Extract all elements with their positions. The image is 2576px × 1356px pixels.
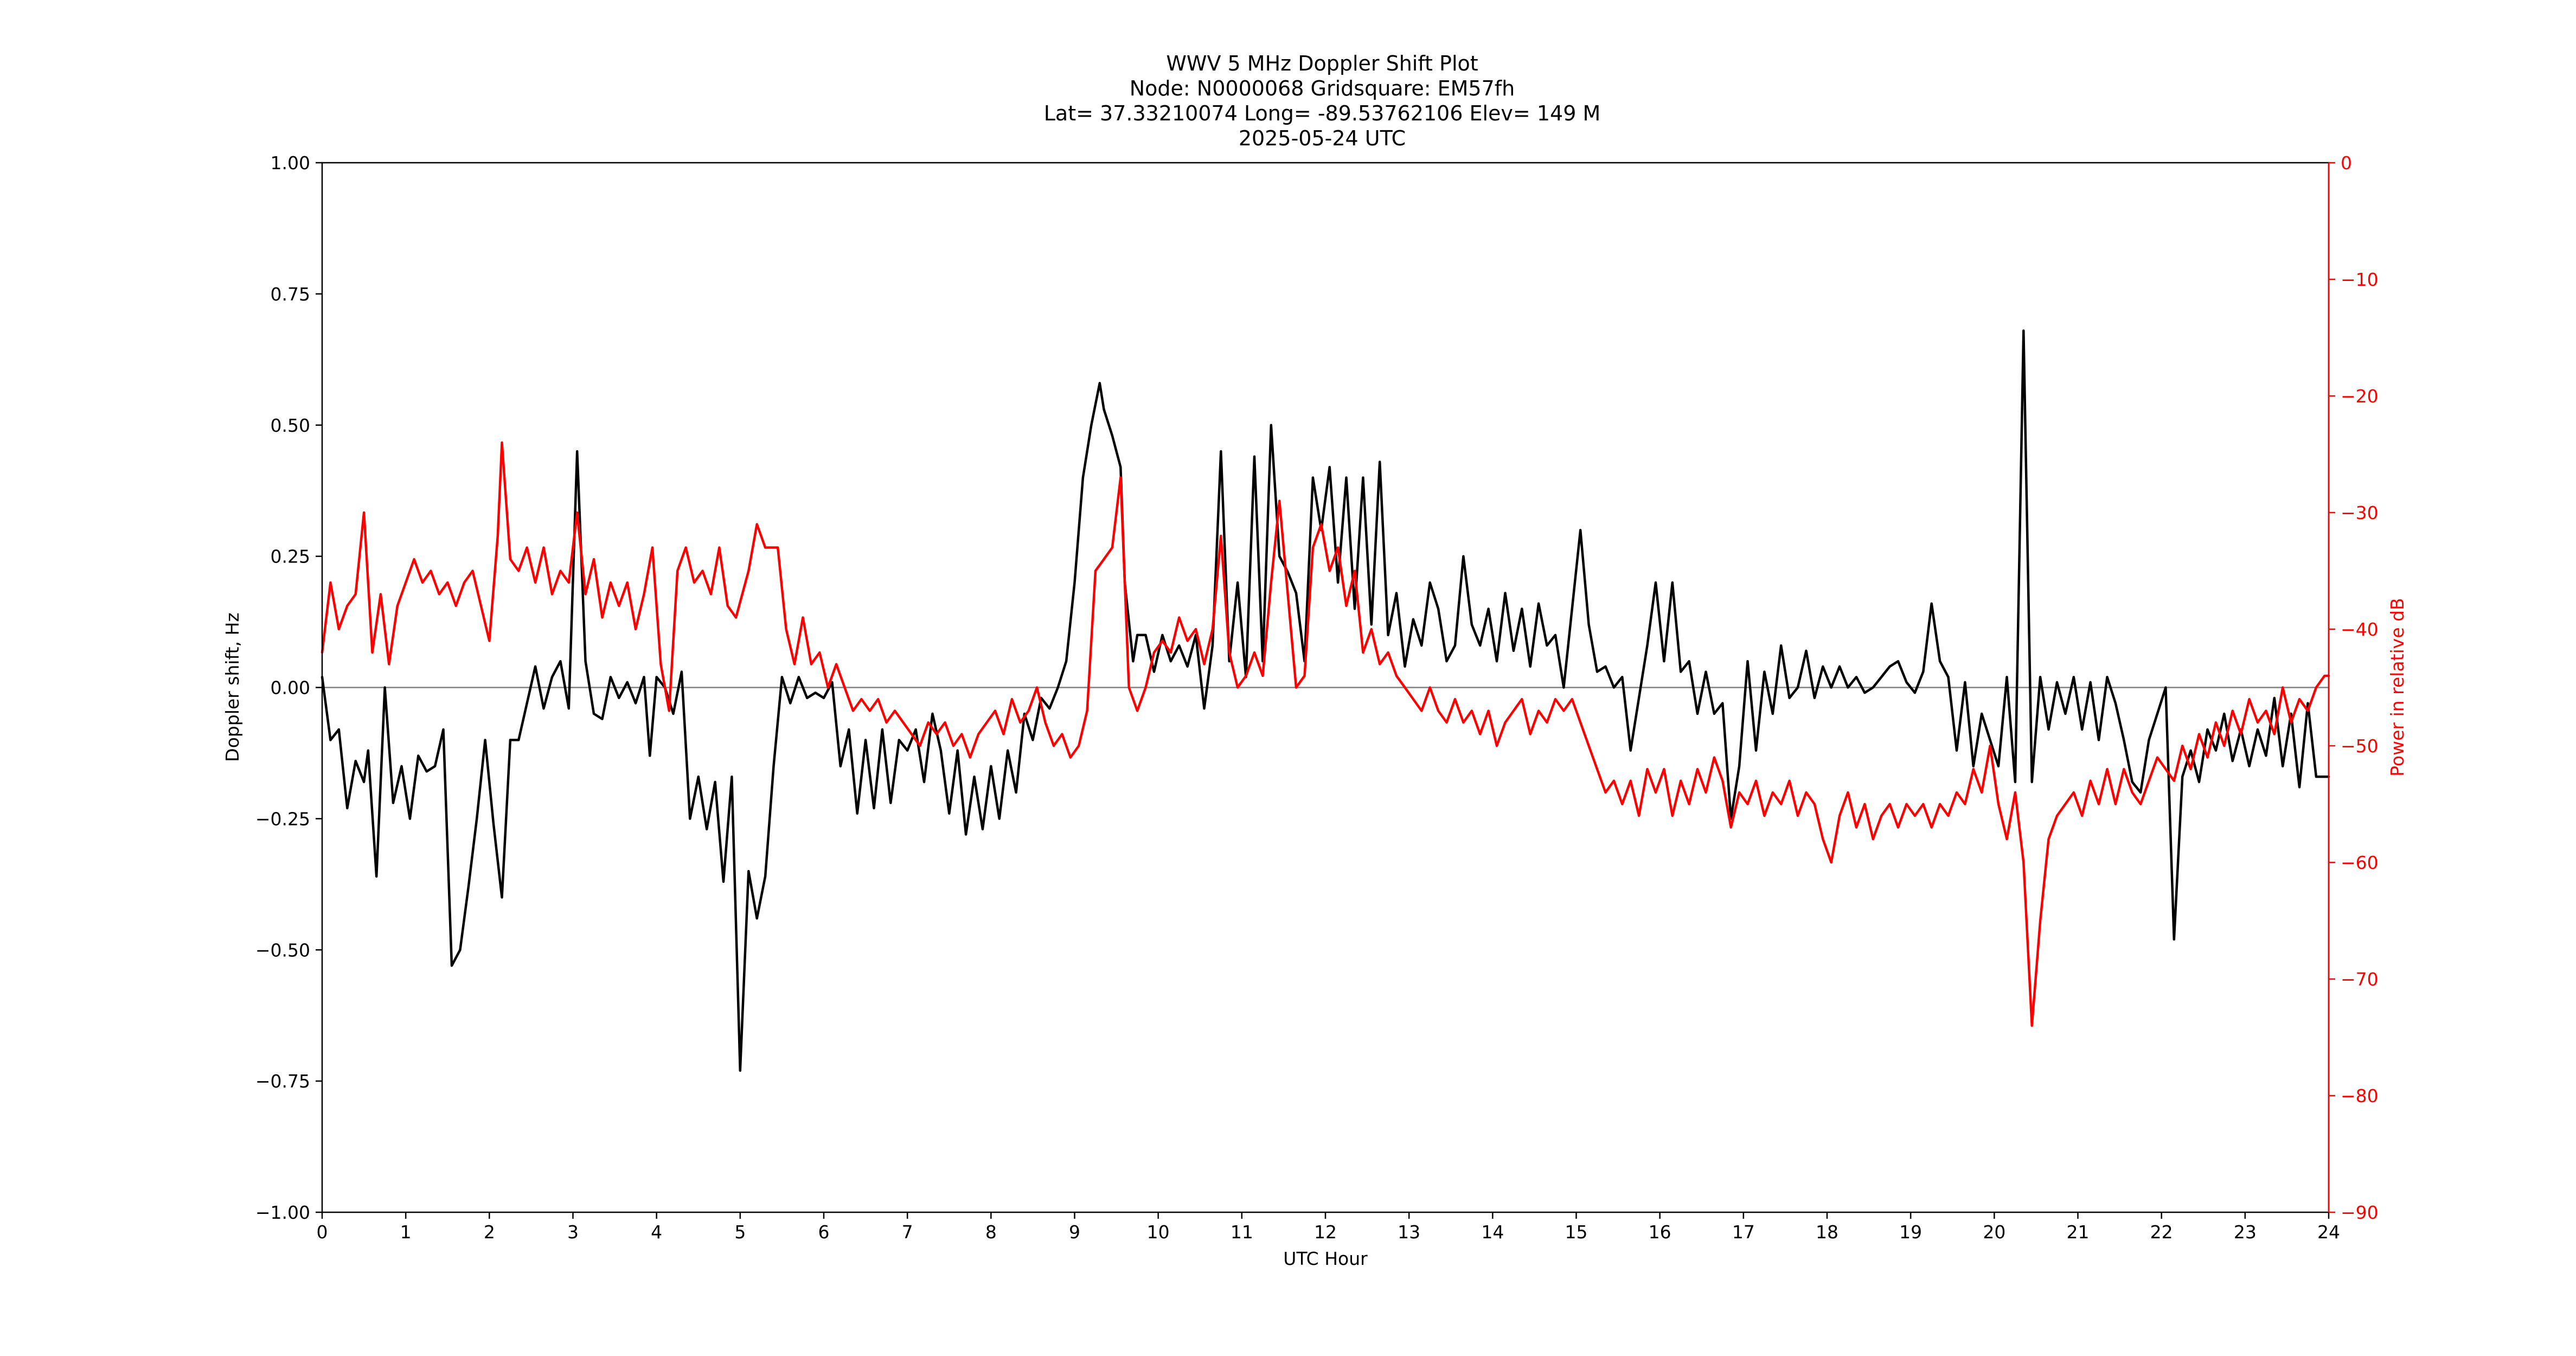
x-tick-label: 1 (400, 1221, 412, 1243)
right-y-tick-label: −80 (2341, 1085, 2379, 1106)
left-y-tick-label: −0.75 (255, 1071, 310, 1092)
x-tick-label: 17 (1732, 1221, 1755, 1243)
x-tick-label: 0 (317, 1221, 328, 1243)
right-y-tick-label: −10 (2341, 269, 2379, 290)
left-y-axis-ticks: 1.00 0.75 0.50 0.25 0.00 −0.25 −0.50 −0.75 −1.00 (255, 152, 322, 1223)
x-tick-label: 8 (985, 1221, 997, 1243)
right-y-tick-label: −50 (2341, 735, 2379, 757)
right-y-tick-label: −90 (2341, 1202, 2379, 1223)
x-tick-label: 3 (567, 1221, 579, 1243)
left-y-tick-label: −0.50 (255, 939, 310, 961)
right-y-tick-label: −60 (2341, 852, 2379, 873)
right-y-tick-label: 0 (2341, 152, 2352, 174)
x-tick-label: 19 (1899, 1221, 1922, 1243)
right-y-tick-label: −30 (2341, 502, 2379, 523)
right-y-tick-label: −20 (2341, 386, 2379, 407)
x-tick-label: 18 (1816, 1221, 1838, 1243)
right-y-tick-label: −40 (2341, 619, 2379, 640)
x-tick-label: 9 (1069, 1221, 1080, 1243)
left-y-tick-label: 0.00 (271, 677, 310, 699)
chart-title-line-1: WWV 5 MHz Doppler Shift Plot (1166, 52, 1478, 75)
x-tick-label: 20 (1983, 1221, 2005, 1243)
power-series-line (321, 441, 2330, 1027)
x-tick-label: 4 (651, 1221, 662, 1243)
left-y-tick-label: 0.75 (271, 284, 310, 305)
left-y-tick-label: −0.25 (255, 808, 310, 829)
x-tick-label: 7 (902, 1221, 913, 1243)
left-y-axis-label: Doppler shift, Hz (222, 612, 243, 762)
x-tick-label: 6 (818, 1221, 830, 1243)
x-tick-label: 12 (1314, 1221, 1337, 1243)
x-tick-label: 10 (1147, 1221, 1170, 1243)
right-y-axis-ticks: 0 −10 −20 −30 −40 −50 −60 −70 −80 −90 (2328, 152, 2379, 1223)
left-y-tick-label: 0.50 (271, 415, 310, 436)
x-axis-label: UTC Hour (1283, 1248, 1368, 1269)
x-tick-label: 21 (2067, 1221, 2090, 1243)
chart-title-line-4: 2025-05-24 UTC (1239, 126, 1406, 150)
chart-title-line-3: Lat= 37.33210074 Long= -89.53762106 Elev… (1044, 101, 1600, 125)
chart-title-line-2: Node: N0000068 Gridsquare: EM57fh (1130, 76, 1515, 100)
x-tick-label: 24 (2317, 1221, 2340, 1243)
x-tick-label: 13 (1398, 1221, 1420, 1243)
left-y-tick-label: 0.25 (271, 546, 310, 567)
series-layer (321, 329, 2330, 1072)
x-tick-label: 5 (734, 1221, 746, 1243)
x-tick-label: 23 (2234, 1221, 2257, 1243)
right-y-tick-label: −70 (2341, 969, 2379, 990)
x-tick-label: 14 (1481, 1221, 1504, 1243)
x-tick-label: 15 (1565, 1221, 1588, 1243)
right-y-axis-label: Power in relative dB (2387, 598, 2408, 776)
left-y-tick-label: −1.00 (255, 1202, 310, 1223)
x-tick-label: 16 (1649, 1221, 1671, 1243)
x-tick-label: 2 (484, 1221, 495, 1243)
left-y-tick-label: 1.00 (271, 152, 310, 174)
x-axis-ticks: 0 1 2 3 4 5 6 7 8 9 10 11 12 13 14 15 16 17 18 19 20 21 22 23 24 (317, 1212, 2340, 1243)
x-tick-label: 11 (1231, 1221, 1253, 1243)
x-tick-label: 22 (2150, 1221, 2173, 1243)
doppler-series-line (321, 329, 2330, 1072)
